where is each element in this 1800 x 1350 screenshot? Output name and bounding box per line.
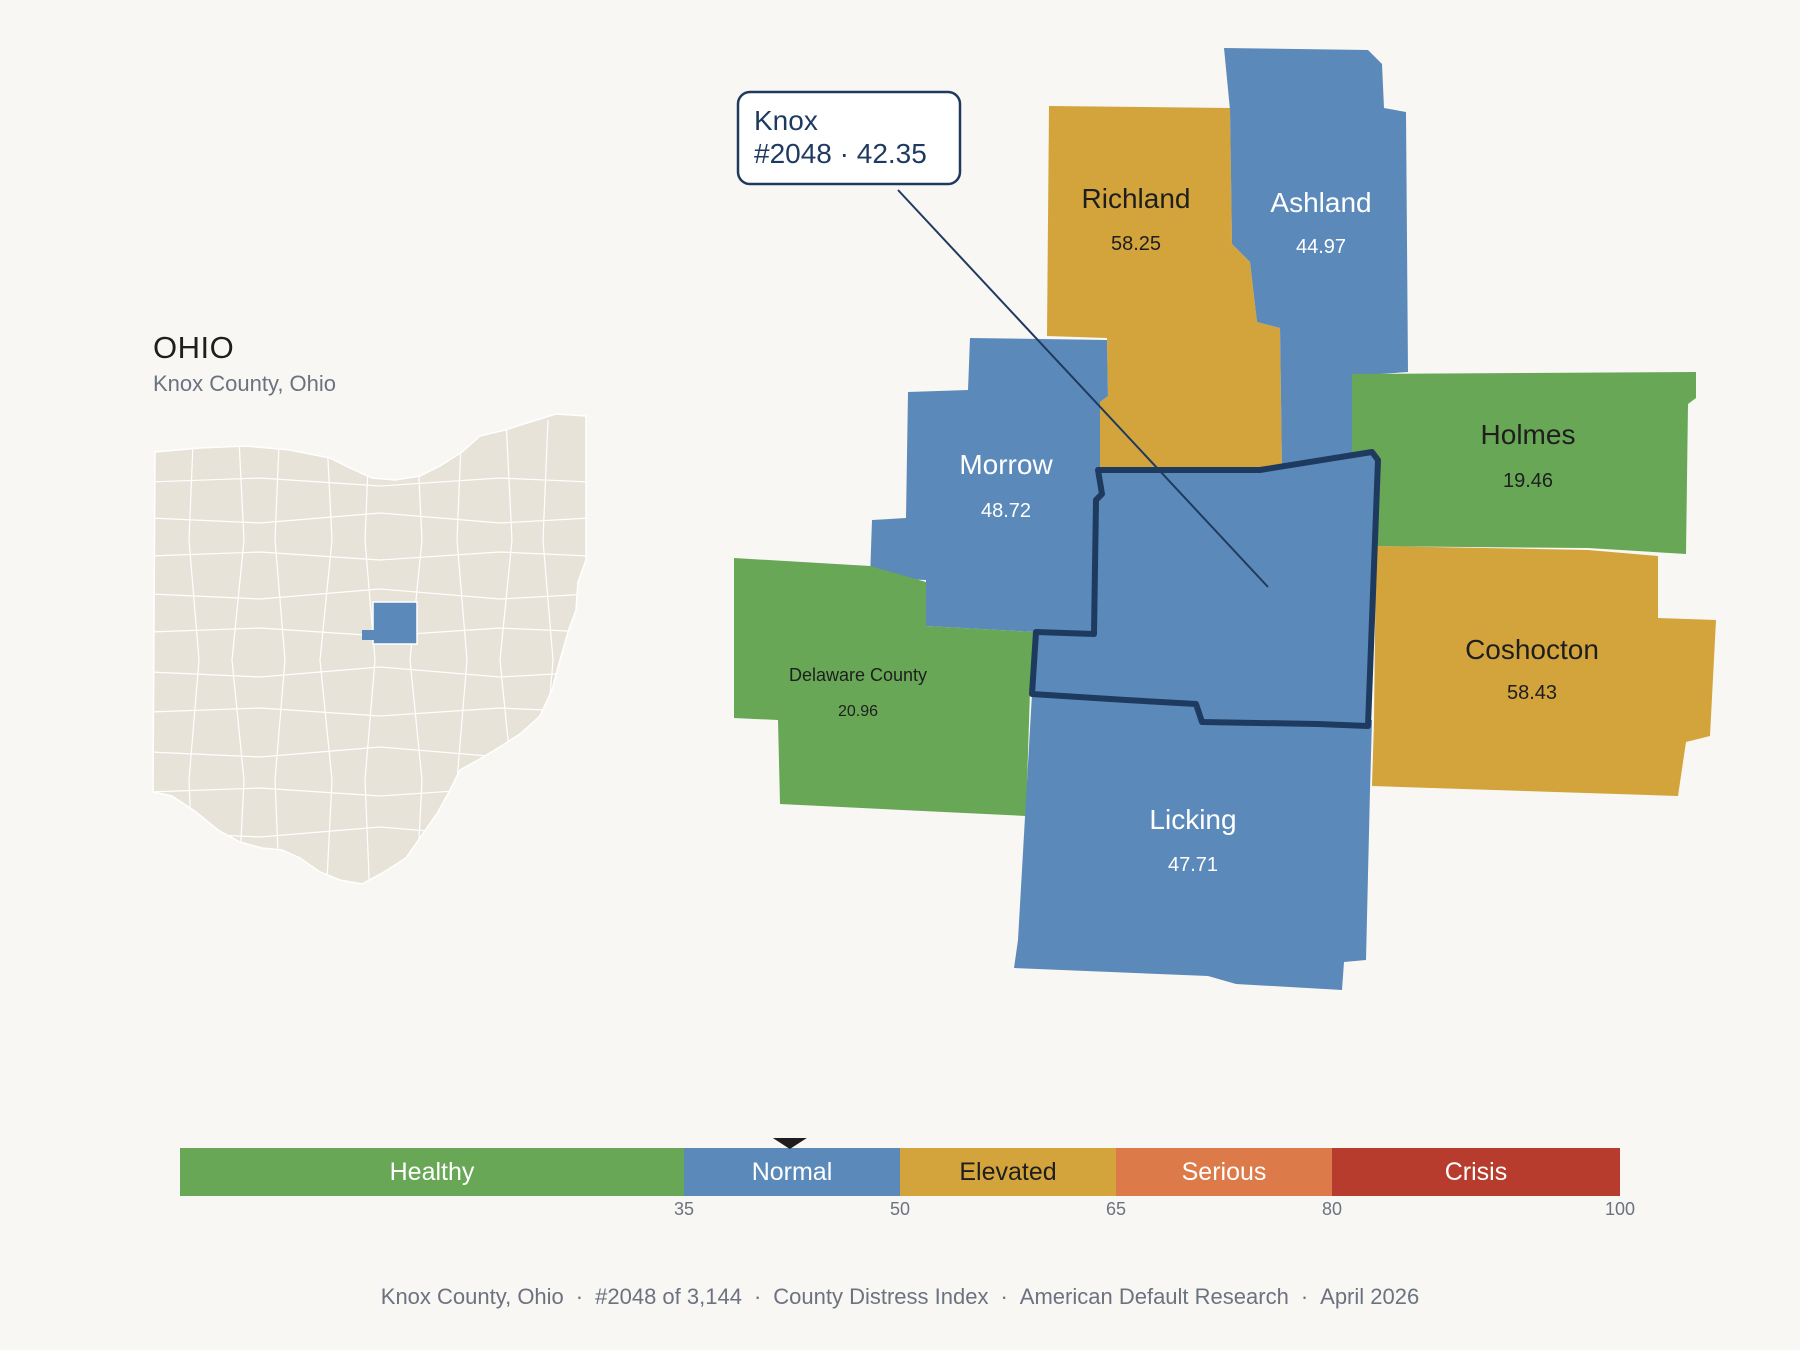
label-richland-value: 58.25 <box>1111 233 1161 255</box>
footer-separator: · <box>1300 1284 1309 1309</box>
footer-date: April 2026 <box>1320 1284 1420 1309</box>
legend-tick-label: 35 <box>674 1199 694 1219</box>
label-holmes-name: Holmes <box>1481 419 1576 450</box>
knox-inset-highlight <box>372 601 418 645</box>
label-licking-name: Licking <box>1149 804 1236 835</box>
label-coshocton-value: 58.43 <box>1507 682 1557 704</box>
ohio-county-line <box>153 707 586 717</box>
footer-index-name: County Distress Index <box>773 1284 989 1309</box>
legend-segment-serious <box>1116 1148 1332 1196</box>
ohio-county-line <box>364 419 376 884</box>
legend-label-serious: Serious <box>1182 1158 1267 1186</box>
ohio-county-line <box>274 419 286 884</box>
label-ashland-name: Ashland <box>1270 187 1371 218</box>
label-coshocton-name: Coshocton <box>1465 634 1599 665</box>
legend-label-elevated: Elevated <box>959 1158 1056 1186</box>
county-holmes[interactable] <box>1352 372 1696 554</box>
legend-tick-label: 65 <box>1106 1199 1126 1219</box>
label-ashland-value: 44.97 <box>1296 236 1346 258</box>
footer: Knox County, Ohio · #2048 of 3,144 · County … <box>0 1284 1800 1310</box>
county-delaware[interactable] <box>734 558 1034 816</box>
legend-segment-healthy <box>180 1148 684 1196</box>
ohio-county-line <box>153 551 586 561</box>
distress-legend: Healthy Normal Elevated Serious Crisis 35 50 65… <box>180 1138 1635 1219</box>
legend-tick-label: 50 <box>890 1199 910 1219</box>
ohio-county-line <box>153 512 586 524</box>
state-subtitle: Knox County, Ohio <box>153 371 337 396</box>
legend-label-healthy: Healthy <box>390 1158 475 1186</box>
ohio-county-line <box>319 419 333 884</box>
footer-rank: #2048 of 3,144 <box>595 1284 742 1309</box>
county-coshocton[interactable] <box>1372 546 1716 796</box>
footer-county: Knox County, Ohio <box>380 1284 564 1309</box>
label-delaware-value: 20.96 <box>838 703 878 720</box>
county-knox[interactable] <box>1029 449 1381 729</box>
ohio-county-line <box>153 666 586 678</box>
label-licking-value: 47.71 <box>1168 854 1218 876</box>
label-richland-name: Richland <box>1082 183 1191 214</box>
county-morrow[interactable] <box>870 338 1108 632</box>
footer-separator: · <box>753 1284 762 1309</box>
legend-segment-elevated <box>900 1148 1116 1196</box>
legend-segment-normal <box>684 1148 900 1196</box>
legend-marker-icon <box>772 1138 807 1149</box>
knox-inset-notch <box>362 630 376 640</box>
footer-separator: · <box>1000 1284 1008 1309</box>
ohio-inset-map <box>152 413 587 885</box>
county-richland[interactable] <box>1047 106 1282 472</box>
label-morrow-name: Morrow <box>959 449 1053 480</box>
callout-leader-line <box>897 189 1269 588</box>
county-licking[interactable] <box>1014 694 1372 990</box>
ohio-state-shape <box>152 413 587 885</box>
legend-segment-crisis <box>1332 1148 1620 1196</box>
label-delaware-name: Delaware County <box>789 665 927 685</box>
ohio-county-line <box>409 419 423 884</box>
callout-county-name: Knox <box>754 105 818 136</box>
county-map: Richland 58.25 Ashland 44.97 Morrow 48.7… <box>734 48 1716 990</box>
legend-tick-label: 80 <box>1322 1199 1342 1219</box>
label-holmes-value: 19.46 <box>1503 470 1553 492</box>
legend-label-crisis: Crisis <box>1445 1158 1508 1186</box>
callout-rank-value: #2048 · 42.35 <box>754 138 927 169</box>
label-morrow-value: 48.72 <box>981 500 1031 522</box>
footer-separator: · <box>575 1284 584 1309</box>
footer-source: American Default Research <box>1019 1284 1289 1309</box>
ohio-county-line <box>153 588 586 600</box>
ohio-county-line <box>153 477 586 487</box>
county-ashland[interactable] <box>1224 48 1408 472</box>
legend-label-normal: Normal <box>752 1158 833 1186</box>
ohio-county-line <box>231 419 245 884</box>
state-title: OHIO <box>153 330 235 365</box>
callout-box <box>736 90 962 186</box>
legend-tick-label: 100 <box>1605 1199 1635 1219</box>
